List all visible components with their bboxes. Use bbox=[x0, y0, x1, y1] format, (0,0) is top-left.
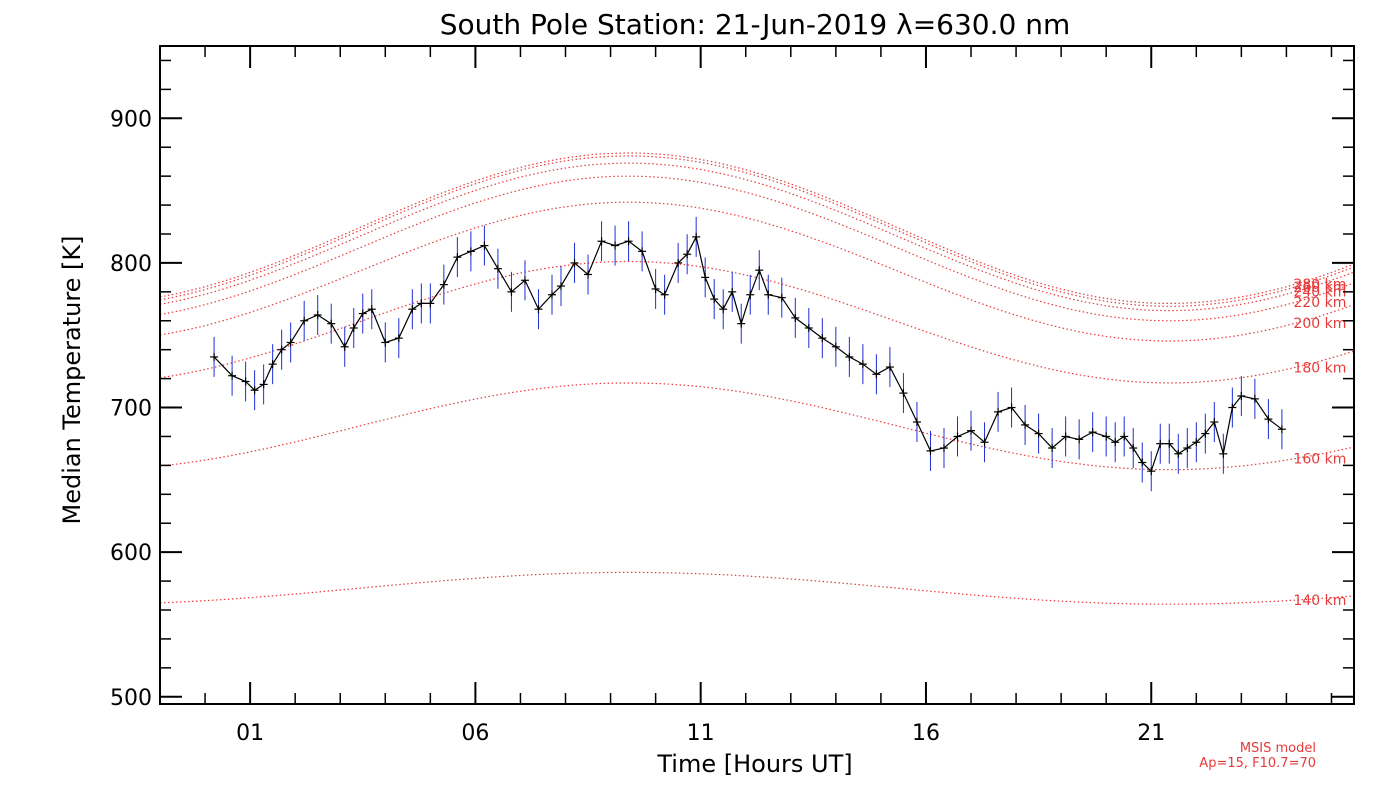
model-curve bbox=[159, 201, 1355, 342]
model-curve bbox=[159, 155, 1355, 307]
data-line bbox=[213, 235, 1283, 473]
model-params-note: Ap=15, F10.7=70 bbox=[1199, 756, 1316, 771]
x-tick-label: 21 bbox=[1137, 721, 1165, 746]
model-curve bbox=[159, 382, 1355, 471]
x-tick-label: 11 bbox=[687, 721, 715, 746]
model-curve-label: 260 km bbox=[1293, 280, 1346, 296]
model-note: MSIS model bbox=[1240, 741, 1316, 756]
y-tick-label: 900 bbox=[110, 107, 152, 132]
model-curve-label: 280 km bbox=[1293, 277, 1346, 293]
y-axis-label: Median Temperature [K] bbox=[58, 235, 86, 524]
y-tick-label: 600 bbox=[110, 541, 152, 566]
x-tick-label: 01 bbox=[236, 721, 264, 746]
model-curve bbox=[159, 175, 1355, 322]
model-curve-label: 220 km bbox=[1293, 295, 1346, 311]
model-curve-label: 180 km bbox=[1293, 360, 1346, 376]
axes: 500 600 700 800 900 01 06 11 16 21 bbox=[110, 46, 1354, 746]
x-axis-label: Time [Hours UT] bbox=[656, 750, 852, 778]
observed-data bbox=[210, 216, 1286, 492]
x-tick-label: 06 bbox=[461, 721, 489, 746]
model-curve bbox=[159, 152, 1355, 304]
y-tick-label: 800 bbox=[110, 252, 152, 277]
model-curve bbox=[159, 260, 1355, 384]
model-curve bbox=[159, 571, 1355, 605]
chart-title: South Pole Station: 21-Jun-2019 λ=630.0 … bbox=[440, 8, 1071, 41]
x-tick-label: 16 bbox=[912, 721, 940, 746]
y-tick-label: 700 bbox=[110, 397, 152, 422]
model-curve-label: 140 km bbox=[1293, 593, 1346, 609]
y-tick-label: 500 bbox=[110, 686, 152, 711]
model-curve-label: 160 km bbox=[1293, 452, 1346, 468]
plot-frame bbox=[159, 45, 1355, 705]
model-curve-label: 240 km bbox=[1293, 285, 1346, 301]
model-curve-label: 200 km bbox=[1293, 316, 1346, 332]
